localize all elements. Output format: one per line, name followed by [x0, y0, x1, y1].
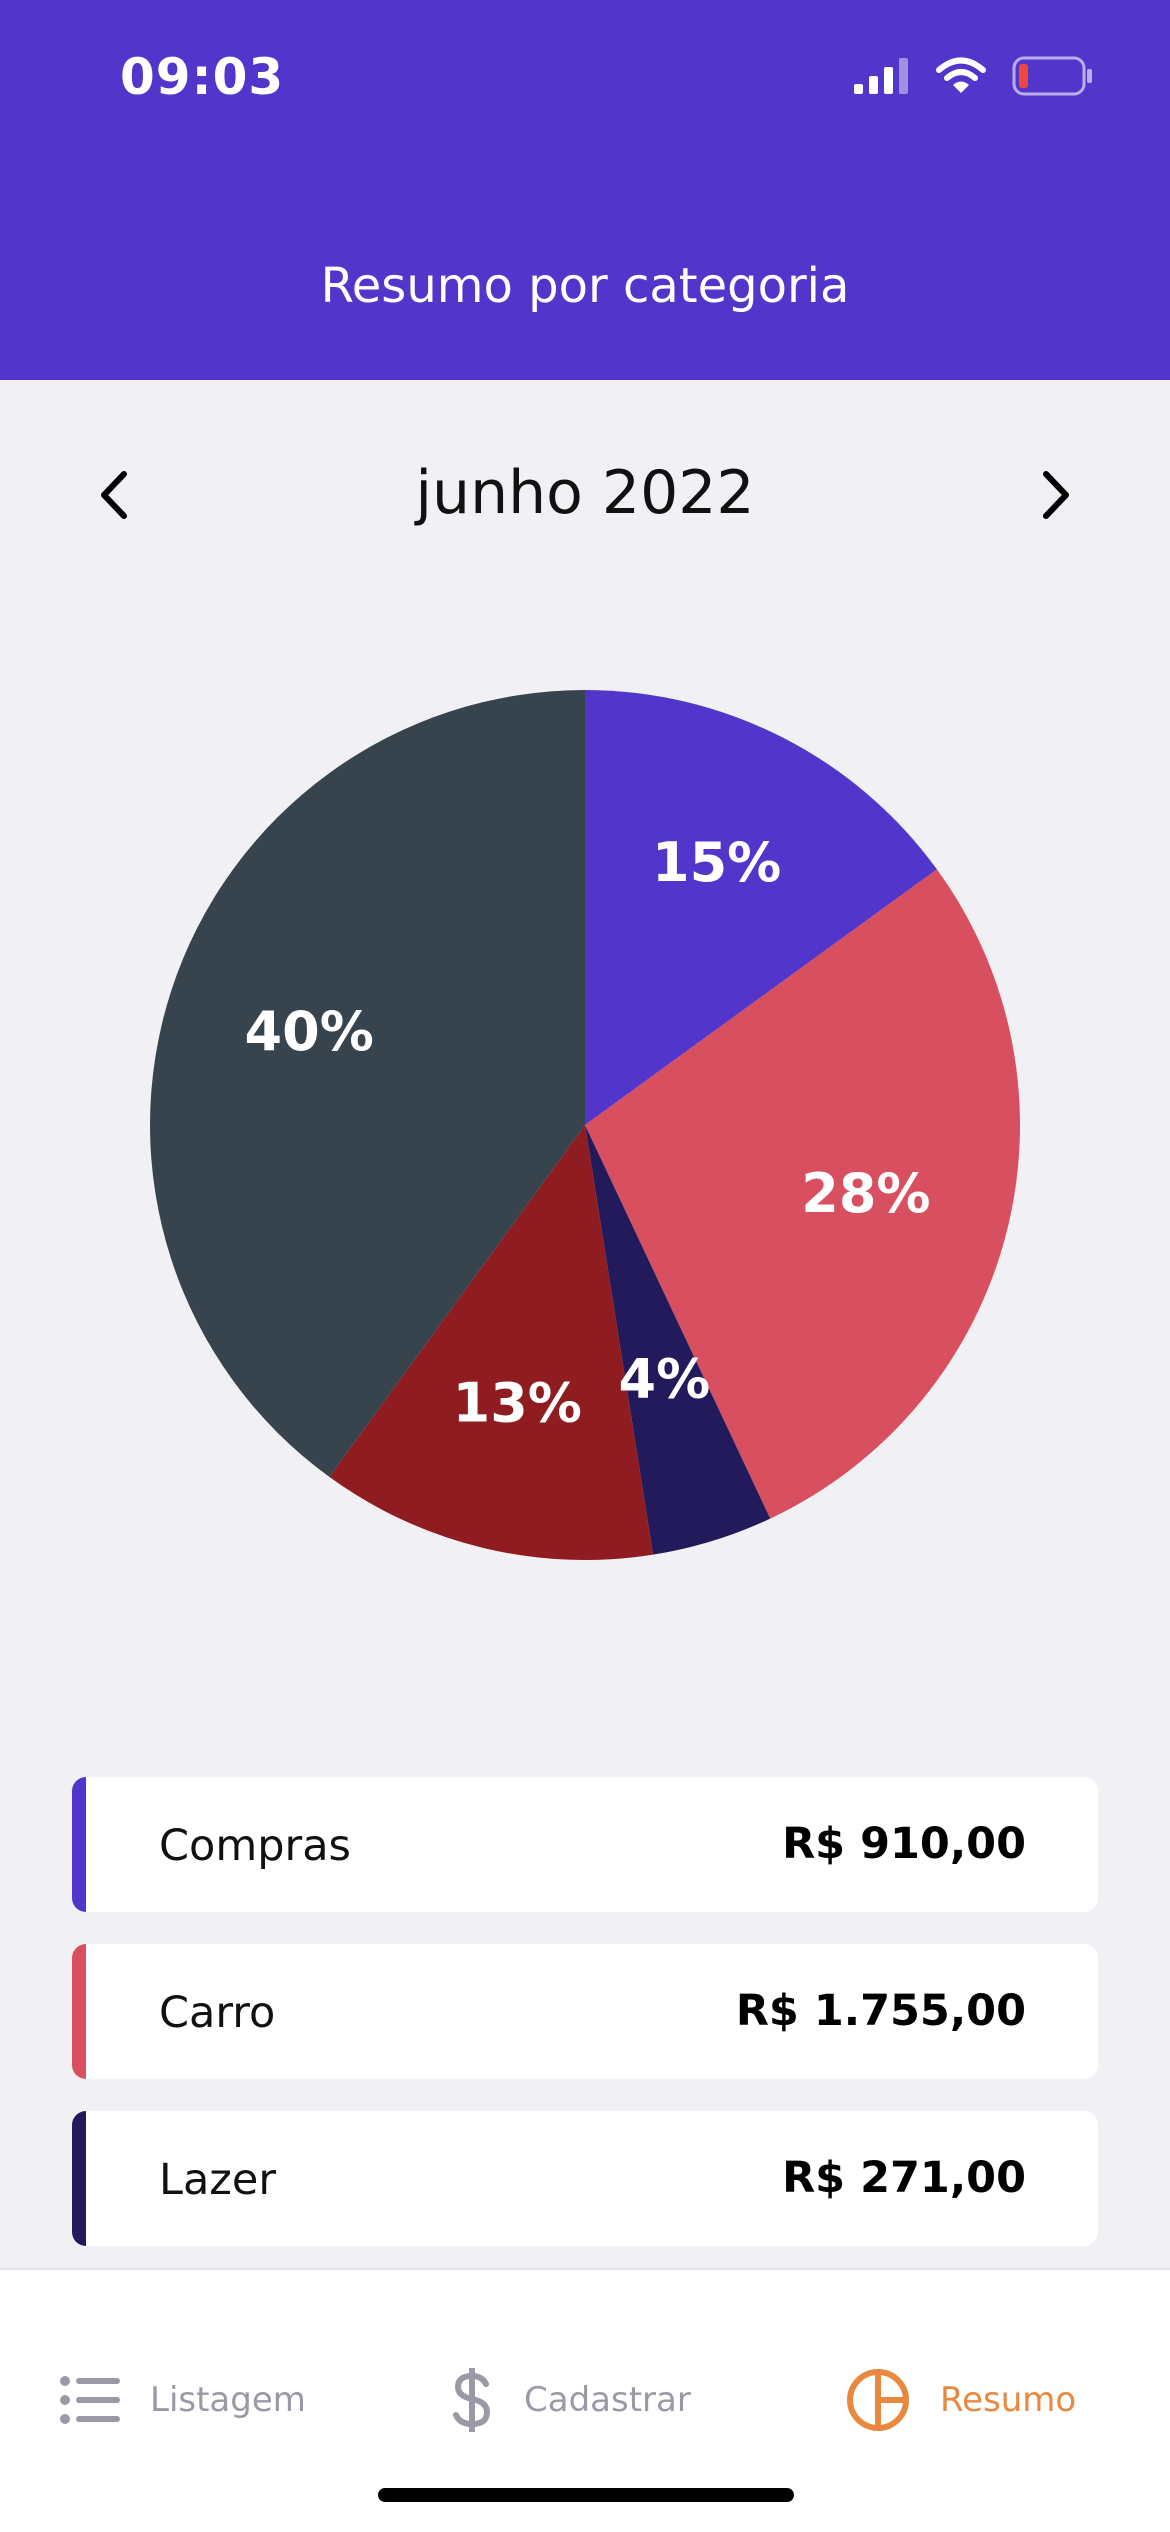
signal-icon	[854, 58, 908, 94]
pie-label-4: 40%	[245, 1000, 374, 1063]
pie-label-2: 4%	[619, 1348, 711, 1411]
battery-icon	[1012, 56, 1092, 96]
tab-cadastrar-label: Cadastrar	[524, 2380, 691, 2420]
category-card[interactable]: Compras R$ 910,00	[72, 1777, 1098, 1912]
page-title: Resumo por categoria	[320, 258, 850, 314]
category-card[interactable]: Lazer R$ 271,00	[72, 2111, 1098, 2246]
list-icon	[60, 2376, 120, 2424]
tab-resumo[interactable]: Resumo	[846, 2360, 1076, 2440]
category-amount: R$ 910,00	[782, 1819, 1026, 1869]
pie-slice-4	[150, 690, 586, 1477]
category-name: Compras	[159, 1821, 351, 1871]
wifi-icon	[936, 57, 986, 93]
category-color-bar	[72, 1944, 86, 2079]
category-color-bar	[72, 2111, 86, 2246]
pie-slice-2	[585, 1125, 771, 1555]
pie-slice-1	[585, 869, 1020, 1519]
category-pie-chart: 15% 28% 4% 13% 40%	[150, 690, 1020, 1560]
status-time: 09:03	[120, 48, 285, 106]
pie-label-0: 15%	[652, 831, 781, 894]
previous-month-button[interactable]	[78, 460, 148, 530]
category-amount: R$ 271,00	[782, 2153, 1026, 2203]
category-list: Compras R$ 910,00 Carro R$ 1.755,00 Lazer R$ …	[72, 1777, 1098, 2278]
pie-label-3: 13%	[453, 1372, 582, 1435]
pie-slice-0	[585, 690, 937, 1125]
category-card[interactable]: Carro R$ 1.755,00	[72, 1944, 1098, 2079]
home-indicator	[378, 2488, 794, 2502]
pie-chart-icon	[847, 2369, 909, 2431]
month-navigator: junho 2022	[0, 440, 1170, 550]
tab-resumo-label: Resumo	[940, 2380, 1077, 2420]
category-amount: R$ 1.755,00	[735, 1986, 1026, 2036]
status-icons	[854, 52, 1094, 100]
next-month-button[interactable]	[1022, 460, 1092, 530]
dollar-icon	[453, 2368, 491, 2432]
app-header: 09:03 Resumo por categoria	[0, 0, 1170, 380]
category-color-bar	[72, 1777, 86, 1912]
category-name: Lazer	[159, 2155, 277, 2205]
tab-cadastrar[interactable]: Cadastrar	[450, 2360, 691, 2440]
tab-listagem-label: Listagem	[150, 2380, 306, 2420]
month-label: junho 2022	[415, 458, 755, 528]
chevron-left-icon	[101, 471, 127, 519]
category-name: Carro	[159, 1988, 276, 2038]
pie-slice-3	[329, 1125, 654, 1560]
pie-label-1: 28%	[801, 1162, 930, 1225]
tab-listagem[interactable]: Listagem	[60, 2360, 306, 2440]
chevron-right-icon	[1043, 471, 1069, 519]
